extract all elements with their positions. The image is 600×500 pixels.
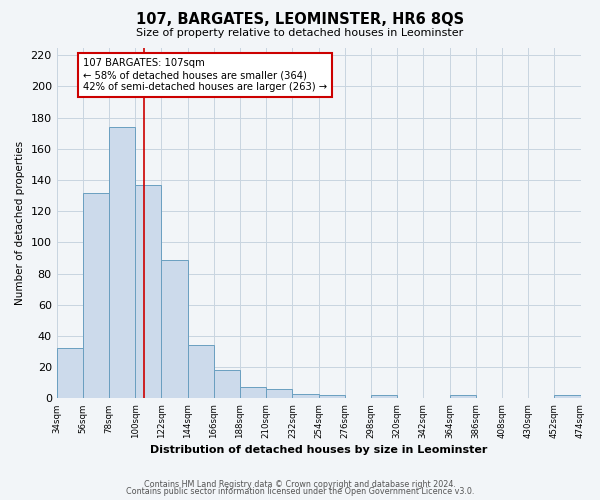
Text: Contains public sector information licensed under the Open Government Licence v3: Contains public sector information licen… [126, 488, 474, 496]
Bar [554, 395, 581, 398]
Bar [319, 395, 345, 398]
X-axis label: Distribution of detached houses by size in Leominster: Distribution of detached houses by size … [150, 445, 487, 455]
Bar [161, 260, 188, 398]
Text: Size of property relative to detached houses in Leominster: Size of property relative to detached ho… [136, 28, 464, 38]
Bar [371, 395, 397, 398]
Bar [188, 346, 214, 399]
Bar [83, 192, 109, 398]
Bar [240, 388, 266, 398]
Bar [135, 184, 161, 398]
Bar [266, 389, 292, 398]
Bar [449, 395, 476, 398]
Bar [292, 394, 319, 398]
Bar [214, 370, 240, 398]
Text: Contains HM Land Registry data © Crown copyright and database right 2024.: Contains HM Land Registry data © Crown c… [144, 480, 456, 489]
Text: 107, BARGATES, LEOMINSTER, HR6 8QS: 107, BARGATES, LEOMINSTER, HR6 8QS [136, 12, 464, 28]
Text: 107 BARGATES: 107sqm
← 58% of detached houses are smaller (364)
42% of semi-deta: 107 BARGATES: 107sqm ← 58% of detached h… [83, 58, 327, 92]
Bar [56, 348, 83, 399]
Y-axis label: Number of detached properties: Number of detached properties [15, 141, 25, 305]
Bar [109, 127, 135, 398]
